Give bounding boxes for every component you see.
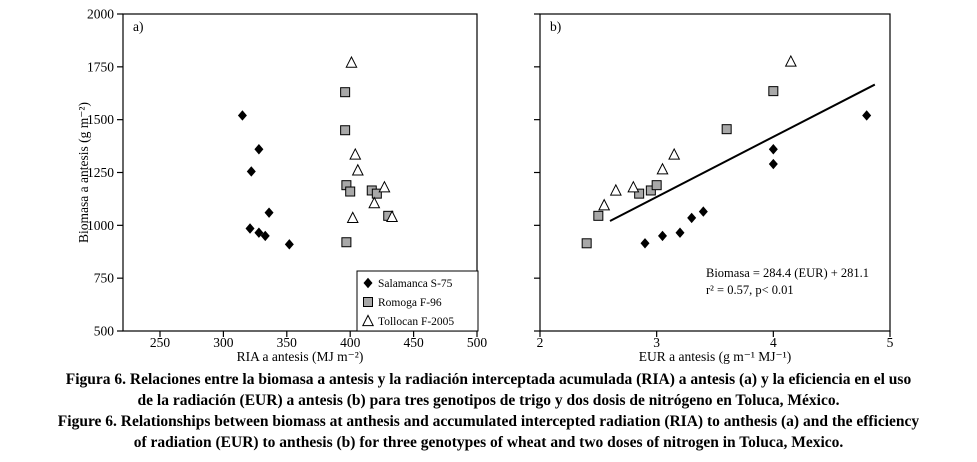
diamond-marker bbox=[768, 144, 778, 155]
square-marker bbox=[341, 237, 352, 248]
diamond-marker bbox=[862, 110, 872, 121]
series-diamond bbox=[237, 110, 294, 250]
diamond-marker bbox=[675, 227, 685, 238]
scatter-plot-a: 500 750 1000 1250 1500 1750 2000 250 300 350 400 45… bbox=[76, 7, 487, 365]
annotation-line: Biomasa = 284.4 (EUR) + 281.1 bbox=[706, 266, 869, 280]
x-tick-label: 4 bbox=[770, 335, 777, 350]
square-marker bbox=[768, 86, 779, 97]
triangle-marker bbox=[386, 210, 399, 222]
triangle-marker bbox=[368, 196, 381, 209]
triangle-marker bbox=[378, 180, 391, 193]
caption-line-english-1: Figure 6. Relationships between biomass … bbox=[57, 413, 920, 430]
diamond-marker bbox=[640, 238, 650, 249]
panel-label: a) bbox=[133, 19, 144, 34]
y-tick-label: 1250 bbox=[87, 165, 114, 180]
diamond-marker bbox=[245, 223, 255, 234]
regression-line bbox=[609, 83, 876, 222]
legend: Salamanca S-75 Romoga F-96 Tollocan F-2005 bbox=[356, 270, 479, 332]
triangle-marker bbox=[361, 314, 375, 327]
y-tick-label: 1000 bbox=[87, 218, 114, 233]
triangle-marker bbox=[784, 54, 797, 67]
x-tick-label: 500 bbox=[467, 335, 488, 350]
plot-a: 500 750 1000 1250 1500 1750 2000 250 300 350 400 45… bbox=[76, 7, 487, 365]
diamond-marker bbox=[264, 207, 274, 218]
panel-label: b) bbox=[550, 19, 561, 34]
square-marker bbox=[340, 87, 351, 98]
square-marker bbox=[363, 297, 373, 307]
x-tick-label: 2 bbox=[537, 335, 544, 350]
x-axis-title: EUR a antesis (g m⁻¹ MJ⁻¹) bbox=[639, 349, 791, 364]
diamond-marker bbox=[363, 277, 373, 289]
series-triangle bbox=[598, 54, 797, 211]
series-diamond bbox=[640, 110, 872, 249]
caption-line-english-2: of radiation (EUR) to anthesis (b) for t… bbox=[133, 434, 844, 451]
caption-line-spanish-1: Figura 6. Relaciones entre la biomasa a … bbox=[65, 371, 912, 388]
annotation-line: r² = 0.57, p< 0.01 bbox=[706, 283, 794, 297]
square-marker bbox=[593, 210, 604, 221]
legend-label: Romoga F-96 bbox=[378, 297, 442, 309]
diamond-marker bbox=[246, 166, 256, 177]
series-triangle bbox=[345, 55, 399, 224]
triangle-marker bbox=[656, 162, 669, 175]
triangle-marker bbox=[627, 180, 640, 193]
triangle-marker bbox=[609, 183, 622, 196]
triangle-marker bbox=[598, 198, 611, 211]
x-tick-label: 300 bbox=[213, 335, 234, 350]
triangle-marker bbox=[346, 211, 359, 224]
x-tick-label: 350 bbox=[277, 335, 298, 350]
x-tick-label: 3 bbox=[653, 335, 660, 350]
diamond-marker bbox=[254, 144, 264, 155]
plot-b: 2 3 4 5 EUR a antesis (g m⁻¹ MJ⁻¹) b) Biomasa … bbox=[534, 13, 894, 364]
legend-label: Salamanca S-75 bbox=[378, 278, 453, 290]
x-tick-label: 450 bbox=[403, 335, 424, 350]
square-marker bbox=[345, 186, 356, 197]
diamond-marker bbox=[237, 110, 247, 121]
x-tick-label: 250 bbox=[150, 335, 171, 350]
y-tick-label: 500 bbox=[94, 324, 115, 339]
caption-line-spanish-2: de la radiación (EUR) a antesis (b) para… bbox=[137, 392, 840, 409]
diamond-marker bbox=[260, 230, 270, 242]
diamond-marker bbox=[698, 206, 708, 217]
triangle-marker bbox=[668, 147, 681, 160]
square-marker bbox=[340, 125, 351, 136]
x-tick-label: 5 bbox=[887, 335, 894, 350]
triangle-marker bbox=[349, 147, 362, 160]
series-square bbox=[340, 87, 394, 248]
triangle-marker bbox=[345, 55, 358, 68]
charts-row: 500 750 1000 1250 1500 1750 2000 250 300 350 400 45… bbox=[76, 7, 894, 365]
y-tick-label: 2000 bbox=[87, 7, 114, 22]
triangle-marker bbox=[351, 163, 364, 176]
square-marker bbox=[371, 188, 382, 199]
square-marker bbox=[651, 180, 662, 191]
legend-box bbox=[356, 270, 479, 332]
diamond-marker bbox=[658, 230, 667, 242]
legend-label: Tollocan F-2005 bbox=[378, 316, 454, 328]
diamond-marker bbox=[687, 212, 697, 224]
diamond-marker bbox=[768, 158, 778, 170]
square-marker bbox=[645, 185, 656, 196]
series-square bbox=[581, 86, 779, 249]
diamond-marker bbox=[284, 239, 294, 250]
square-marker bbox=[721, 124, 732, 135]
y-tick-label: 750 bbox=[94, 271, 115, 286]
y-tick-label: 1500 bbox=[87, 112, 114, 127]
x-axis-title: RIA a antesis (MJ m⁻²) bbox=[237, 349, 364, 364]
square-marker bbox=[581, 238, 592, 249]
scatter-plot-b: 2 3 4 5 EUR a antesis (g m⁻¹ MJ⁻¹) b) Biomasa … bbox=[534, 13, 894, 364]
x-tick-label: 400 bbox=[340, 335, 361, 350]
y-axis-title: Biomasa a antesis (g m⁻²) bbox=[76, 102, 91, 243]
square-marker bbox=[634, 188, 645, 199]
y-tick-label: 1750 bbox=[87, 59, 114, 74]
figure-caption: Figura 6. Relaciones entre la biomasa a … bbox=[0, 369, 977, 453]
diamond-marker bbox=[254, 227, 264, 238]
